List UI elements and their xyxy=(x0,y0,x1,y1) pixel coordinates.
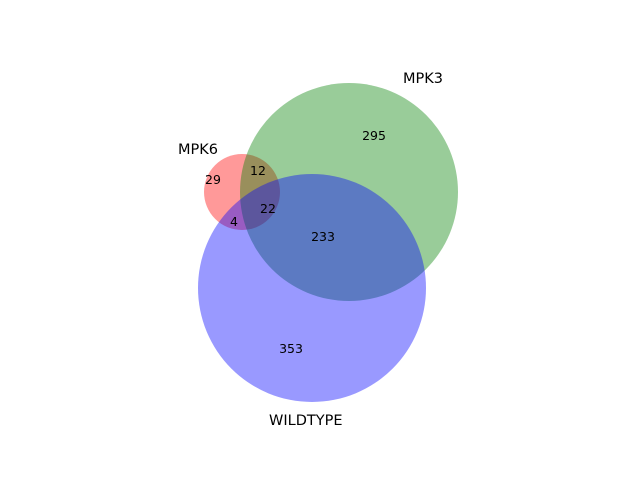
region-count-all-three: 22 xyxy=(260,201,276,216)
set-label-wildtype: WILDTYPE xyxy=(269,413,342,429)
venn-labels: MPK6 MPK3 WILDTYPE 29 295 353 12 4 233 2… xyxy=(178,71,443,429)
region-count-wildtype-only: 353 xyxy=(279,341,303,356)
set-label-mpk6: MPK6 xyxy=(178,142,218,158)
region-count-mpk6-only: 29 xyxy=(205,172,221,187)
region-count-mpk3-wildtype: 233 xyxy=(311,229,335,244)
venn-circles xyxy=(198,83,458,402)
region-count-mpk6-wildtype: 4 xyxy=(230,214,238,229)
set-label-mpk3: MPK3 xyxy=(403,71,443,87)
set-circle-wildtype xyxy=(198,174,426,402)
region-count-mpk3-only: 295 xyxy=(362,128,386,143)
set-circle-mpk6 xyxy=(204,154,280,230)
region-count-mpk6-mpk3: 12 xyxy=(250,163,266,178)
set-circle-mpk3 xyxy=(240,83,458,301)
